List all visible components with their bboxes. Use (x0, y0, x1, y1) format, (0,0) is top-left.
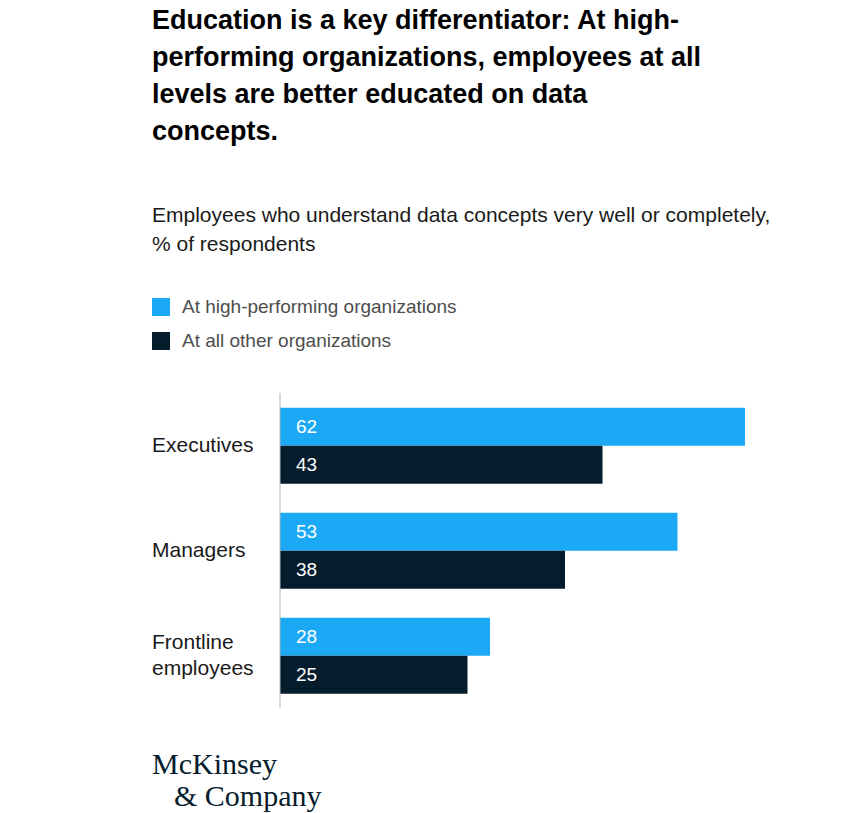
svg-text:53: 53 (296, 521, 317, 542)
svg-text:25: 25 (296, 664, 317, 685)
svg-text:Frontlineemployees: Frontlineemployees (152, 629, 254, 678)
svg-text:28: 28 (296, 626, 317, 647)
html-text:McKinsey: McKinsey (152, 747, 277, 780)
svg-text:62: 62 (296, 416, 317, 437)
svg-text:Managers: Managers (152, 537, 245, 560)
html-text:At all other organizations: At all other organizations (182, 330, 392, 351)
svg-text:38: 38 (296, 559, 317, 580)
svg-text:43: 43 (296, 454, 317, 475)
html-text:Education is a key differentia: Education is a key differentiator: At hi… (152, 5, 702, 146)
html-text:Employees who understand data: Employees who understand data concepts v… (152, 203, 771, 255)
svg-text:Executives: Executives (152, 432, 254, 455)
html-text:& Company: & Company (174, 779, 322, 812)
html-text:At high-performing organizatio: At high-performing organizations (182, 296, 457, 317)
